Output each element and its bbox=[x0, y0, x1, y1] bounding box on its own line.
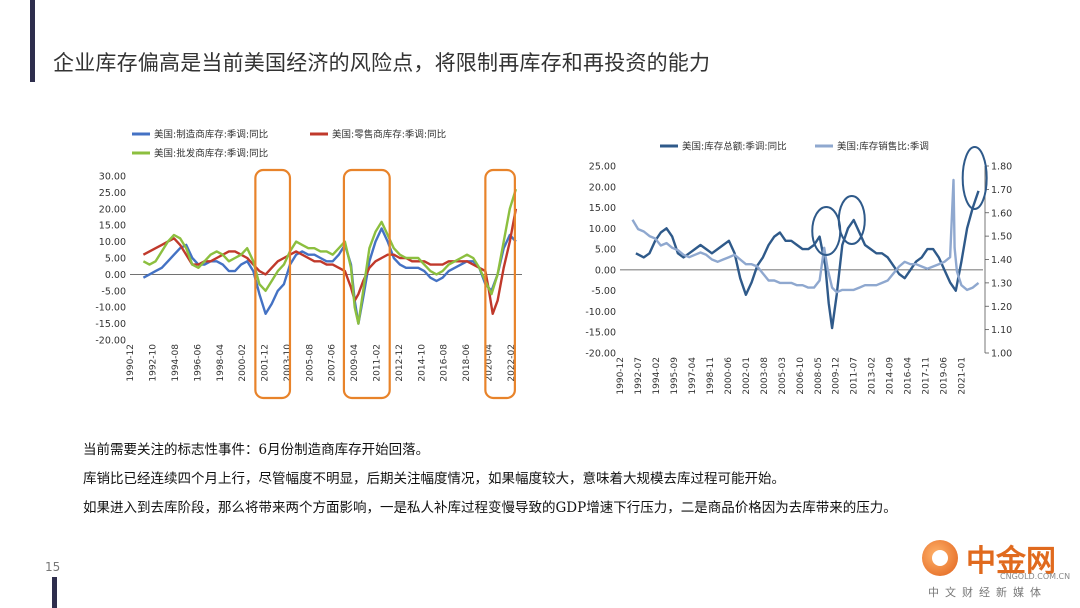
x-tick-label: 2003-10 bbox=[283, 344, 293, 382]
y2-tick-label: 1.80 bbox=[991, 162, 1012, 173]
slide-title: 企业库存偏高是当前美国经济的风险点，将限制再库存和再投资的能力 bbox=[53, 51, 711, 75]
x-tick-label: 2011-07 bbox=[850, 357, 860, 395]
y-tick-label: 5.00 bbox=[595, 245, 616, 256]
x-tick-label: 1996-06 bbox=[193, 344, 203, 382]
y-tick-label: 0.00 bbox=[105, 270, 126, 281]
y2-tick-label: 1.50 bbox=[991, 232, 1012, 243]
x-tick-label: 1990-12 bbox=[126, 344, 136, 382]
x-tick-label: 1992-07 bbox=[634, 357, 644, 395]
x-tick-label: 2001-12 bbox=[261, 344, 271, 382]
y-tick-label: 25.00 bbox=[99, 188, 126, 199]
x-tick-label: 2007-06 bbox=[328, 344, 338, 382]
page-number: 15 bbox=[45, 560, 61, 574]
y-tick-label: 20.00 bbox=[589, 182, 616, 193]
chart-total-inventory-and-ratio: 美国:库存总额:季调:同比 美国:库存销售比:季调 25.00 20.00 15.00 1… bbox=[585, 141, 1012, 395]
chart-inventory-by-sector: 美国:制造商库存:季调:同比 美国:零售商库存:季调:同比美国:批发商库存:季调:… bbox=[95, 129, 522, 400]
x-tick-label: 1997-04 bbox=[688, 357, 698, 395]
note-line-3: 如果进入到去库阶段，那么将带来两个方面影响，一是私人补库过程变慢导致的GDP增速… bbox=[83, 500, 897, 516]
highlight-box-2 bbox=[342, 168, 391, 400]
y2-tick-label: 1.30 bbox=[991, 278, 1012, 289]
y2-tick-label: 1.20 bbox=[991, 302, 1012, 313]
highlight-circle-1 bbox=[811, 206, 842, 256]
accent-bar-top bbox=[30, 0, 35, 82]
x-tick-label: 2014-10 bbox=[417, 344, 427, 382]
x-tick-label: 2009-04 bbox=[350, 344, 360, 382]
highlight-circle-2 bbox=[837, 195, 866, 245]
y2-tick-label: 1.70 bbox=[991, 185, 1012, 196]
x-tick-label: 2022-02 bbox=[507, 344, 517, 382]
logo: 中金网 CNGOLD.COM.CN 中文财经新媒体 bbox=[920, 538, 1070, 602]
logo-mark-icon bbox=[922, 540, 958, 576]
y-tick-label: 10.00 bbox=[99, 237, 126, 248]
highlight-box-3 bbox=[484, 168, 516, 400]
logo-name: 中金网 bbox=[966, 544, 1056, 579]
x-tick-label: 2008-05 bbox=[814, 357, 824, 395]
x-tick-label: 2011-02 bbox=[372, 344, 382, 382]
y2-tick-label: 1.00 bbox=[991, 349, 1012, 360]
series-line-1 bbox=[142, 227, 517, 325]
y-tick-label: -5.00 bbox=[101, 286, 126, 297]
y-tick-label: -10.00 bbox=[95, 303, 126, 314]
x-tick-label: 2019-06 bbox=[939, 357, 949, 395]
x-tick-label: 1998-11 bbox=[706, 357, 716, 395]
y-tick-label: 0.00 bbox=[595, 265, 616, 276]
x-tick-label: 1990-12 bbox=[616, 357, 626, 395]
x-tick-label: 2021-01 bbox=[957, 357, 967, 395]
x-tick-label: 2018-06 bbox=[462, 344, 472, 382]
note-line-2: 库销比已经连续四个月上行，尽管幅度不明显，后期关注幅度情况，如果幅度较大，意味着… bbox=[83, 471, 785, 487]
legend-label-1: 美国:制造商库存:季调:同比 bbox=[154, 129, 268, 141]
y-tick-label: 25.00 bbox=[589, 162, 616, 173]
x-tick-label: 2005-08 bbox=[305, 344, 315, 382]
x-tick-label: 2003-08 bbox=[760, 357, 770, 395]
y-tick-label: 5.00 bbox=[105, 254, 126, 265]
series-line-2 bbox=[631, 178, 980, 294]
x-tick-label: 2020-04 bbox=[484, 344, 494, 382]
highlight-box-1 bbox=[254, 168, 292, 400]
note-line-1: 当前需要关注的标志性事件：6月份制造商库存开始回落。 bbox=[83, 442, 430, 458]
x-tick-label: 1994-02 bbox=[652, 357, 662, 395]
logo-url: CNGOLD.COM.CN bbox=[1000, 572, 1071, 581]
series-line-3 bbox=[142, 188, 518, 325]
x-tick-label: 2012-12 bbox=[395, 344, 405, 382]
x-tick-label: 2013-02 bbox=[868, 357, 878, 395]
x-tick-label: 1994-08 bbox=[171, 344, 181, 382]
x-tick-label: 2000-02 bbox=[238, 344, 248, 382]
legend-label-3: 美国:批发商库存:季调:同比 bbox=[154, 148, 268, 160]
x-tick-label: 2017-11 bbox=[922, 357, 932, 395]
x-tick-label: 2000-06 bbox=[724, 357, 734, 395]
x-tick-label: 2005-03 bbox=[778, 357, 788, 395]
legend-label-2: 美国:库存销售比:季调 bbox=[837, 141, 929, 153]
y2-tick-label: 1.60 bbox=[991, 208, 1012, 219]
x-tick-label: 2014-09 bbox=[886, 357, 896, 395]
x-tick-label: 1995-09 bbox=[670, 357, 680, 395]
series-line-2 bbox=[142, 208, 518, 315]
y-tick-label: 15.00 bbox=[99, 221, 126, 232]
x-tick-label: 1998-04 bbox=[216, 344, 226, 382]
x-tick-label: 2006-10 bbox=[796, 357, 806, 395]
series-line-1 bbox=[635, 190, 980, 330]
y-tick-label: 15.00 bbox=[589, 203, 616, 214]
notes-block: 当前需要关注的标志性事件：6月份制造商库存开始回落。 库销比已经连续四个月上行，… bbox=[83, 438, 897, 525]
y-tick-label: -15.00 bbox=[585, 328, 616, 339]
x-tick-label: 2016-04 bbox=[904, 357, 914, 395]
x-tick-label: 2002-01 bbox=[742, 357, 752, 395]
y-tick-label: -20.00 bbox=[95, 336, 126, 347]
y-tick-label: 20.00 bbox=[99, 204, 126, 215]
highlight-circle-3 bbox=[961, 146, 988, 210]
x-tick-label: 2009-12 bbox=[832, 357, 842, 395]
x-tick-label: 1992-10 bbox=[149, 344, 159, 382]
legend-label-2: 美国:零售商库存:季调:同比 bbox=[332, 129, 446, 141]
y-tick-label: 30.00 bbox=[99, 172, 126, 183]
logo-tagline: 中文财经新媒体 bbox=[928, 586, 1047, 599]
y-tick-label: -20.00 bbox=[585, 349, 616, 360]
y-tick-label: -10.00 bbox=[585, 307, 616, 318]
y-tick-label: -5.00 bbox=[591, 286, 616, 297]
legend-label-1: 美国:库存总额:季调:同比 bbox=[682, 141, 787, 153]
x-tick-label: 2016-08 bbox=[440, 344, 450, 382]
y2-tick-label: 1.40 bbox=[991, 255, 1012, 266]
y-tick-label: -15.00 bbox=[95, 319, 126, 330]
accent-bar-bottom bbox=[52, 577, 57, 608]
y2-tick-label: 1.10 bbox=[991, 325, 1012, 336]
y-tick-label: 10.00 bbox=[589, 224, 616, 235]
